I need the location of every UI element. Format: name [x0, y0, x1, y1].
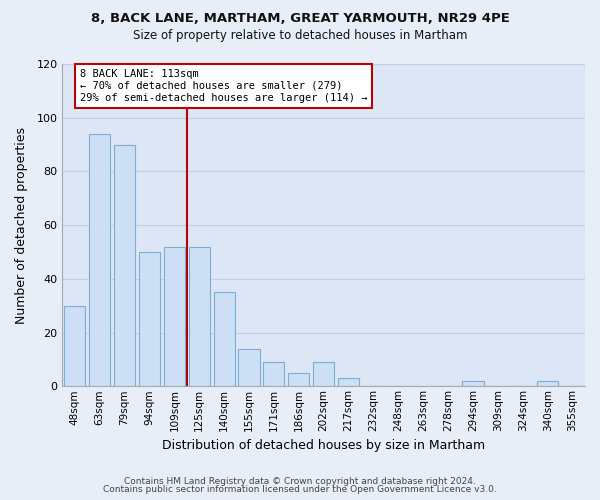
- Bar: [238, 348, 260, 387]
- Bar: [463, 381, 484, 386]
- Y-axis label: Number of detached properties: Number of detached properties: [15, 126, 28, 324]
- Text: Size of property relative to detached houses in Martham: Size of property relative to detached ho…: [133, 29, 467, 42]
- Bar: [214, 292, 235, 386]
- Bar: [338, 378, 359, 386]
- Bar: [313, 362, 334, 386]
- Text: 8, BACK LANE, MARTHAM, GREAT YARMOUTH, NR29 4PE: 8, BACK LANE, MARTHAM, GREAT YARMOUTH, N…: [91, 12, 509, 26]
- Text: 8 BACK LANE: 113sqm
← 70% of detached houses are smaller (279)
29% of semi-detac: 8 BACK LANE: 113sqm ← 70% of detached ho…: [80, 70, 367, 102]
- Text: Contains HM Land Registry data © Crown copyright and database right 2024.: Contains HM Land Registry data © Crown c…: [124, 477, 476, 486]
- Bar: [139, 252, 160, 386]
- Text: Contains public sector information licensed under the Open Government Licence v3: Contains public sector information licen…: [103, 485, 497, 494]
- X-axis label: Distribution of detached houses by size in Martham: Distribution of detached houses by size …: [162, 440, 485, 452]
- Bar: [64, 306, 85, 386]
- Bar: [263, 362, 284, 386]
- Bar: [288, 373, 310, 386]
- Bar: [537, 381, 558, 386]
- Bar: [89, 134, 110, 386]
- Bar: [188, 246, 210, 386]
- Bar: [114, 144, 135, 386]
- Bar: [164, 246, 185, 386]
